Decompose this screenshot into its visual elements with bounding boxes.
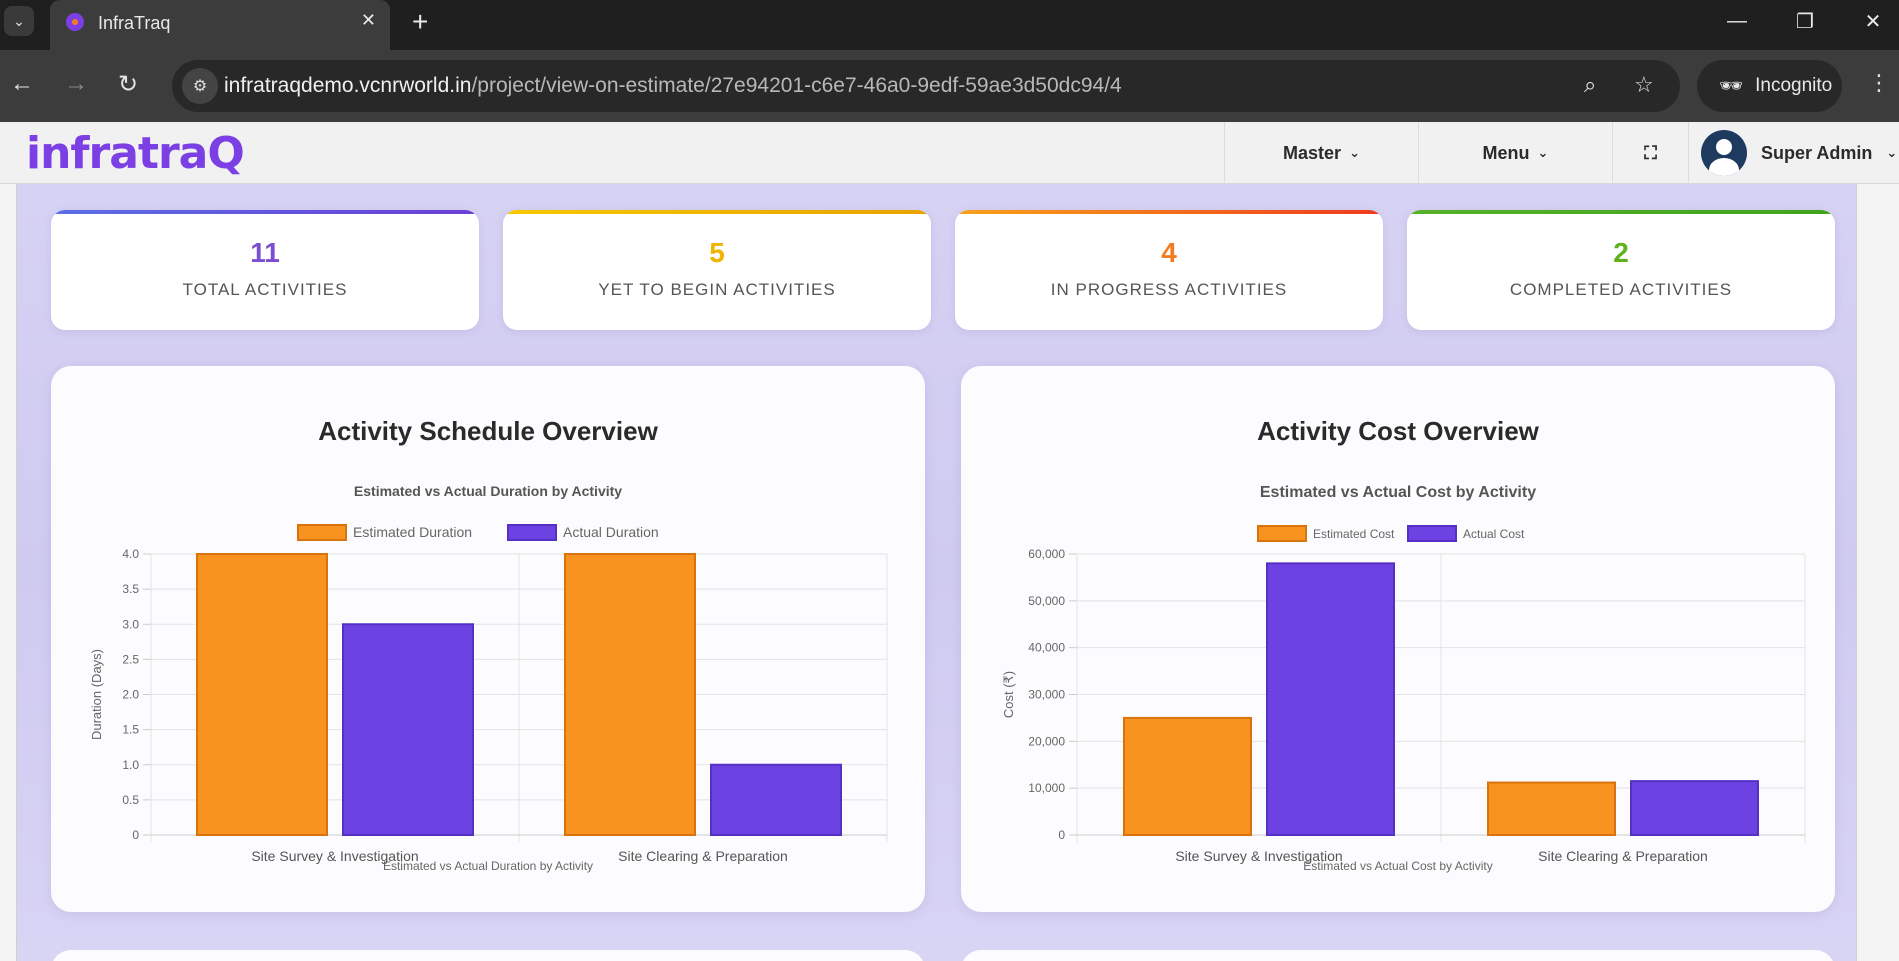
y-tick-label: 20,000 xyxy=(1028,734,1065,748)
main-menu[interactable]: Menu ⌄ xyxy=(1418,122,1612,184)
fullscreen-icon: ⛶ xyxy=(1644,142,1657,163)
bar xyxy=(1487,781,1616,836)
stat-value: 2 xyxy=(1613,237,1629,268)
bar xyxy=(1123,716,1252,836)
tab-title: InfraTraq xyxy=(98,13,171,33)
avatar xyxy=(1701,130,1747,176)
stat-card-in-progress: 4 IN PROGRESS ACTIVITIES xyxy=(955,210,1383,330)
user-menu[interactable]: Super Admin ⌄ xyxy=(1688,122,1899,184)
y-tick-label: 10,000 xyxy=(1028,781,1065,795)
legend-swatch xyxy=(507,524,557,541)
card-title: Activity Schedule Overview xyxy=(318,416,658,446)
incognito-label: Incognito xyxy=(1755,75,1833,96)
stat-label: TOTAL ACTIVITIES xyxy=(182,280,348,299)
close-window-icon[interactable]: ✕ xyxy=(1864,10,1882,33)
x-tick-label: Site Clearing & Preparation xyxy=(1538,848,1708,864)
y-tick-label: 4.0 xyxy=(122,547,139,561)
duration-bar-chart: Estimated vs Actual Duration by Activity… xyxy=(89,483,888,873)
x-axis-title: Estimated vs Actual Duration by Activity xyxy=(383,859,593,873)
left-gutter xyxy=(0,184,17,961)
y-tick-label: 1.0 xyxy=(122,758,139,772)
close-tab-icon[interactable]: ✕ xyxy=(360,10,376,30)
legend-label: Estimated Cost xyxy=(1313,527,1395,541)
forward-arrow-icon[interactable]: → xyxy=(64,70,88,97)
browser-tab[interactable]: InfraTraq ✕ xyxy=(50,0,390,50)
infratraq-logo[interactable]: infratraQ xyxy=(26,128,245,179)
cost-bar-chart: Estimated vs Actual Cost by Activity Esti… xyxy=(1001,484,1806,873)
y-tick-label: 3.0 xyxy=(122,617,139,631)
legend-swatch xyxy=(1257,525,1307,542)
chart-subtitle: Estimated vs Actual Duration by Activity xyxy=(354,483,622,499)
address-bar[interactable]: ⚙ infratraqdemo.vcnrworld.in/project/vie… xyxy=(172,60,1680,112)
y-axis-title: Duration (Days) xyxy=(89,649,104,740)
y-tick-label: 30,000 xyxy=(1028,688,1065,702)
stat-value: 11 xyxy=(250,237,280,268)
legend-label: Estimated Duration xyxy=(353,524,472,540)
back-arrow-icon[interactable]: ← xyxy=(10,70,34,97)
infratraq-favicon-icon xyxy=(66,13,84,31)
chevron-down-icon: ⌄ xyxy=(1886,145,1898,160)
chart-subtitle: Estimated vs Actual Cost by Activity xyxy=(1260,484,1536,501)
stat-label: YET TO BEGIN ACTIVITIES xyxy=(598,280,836,299)
card-title: Activity Cost Overview xyxy=(1257,416,1539,446)
stat-label: COMPLETED ACTIVITIES xyxy=(1509,280,1733,299)
y-axis-title: Cost (₹) xyxy=(1001,671,1016,718)
page-scrollbar[interactable] xyxy=(1856,184,1899,961)
stat-value: 5 xyxy=(709,237,725,268)
legend-swatch xyxy=(297,524,347,541)
dashboard-content: 11 TOTAL ACTIVITIES 5 YET TO BEGIN ACTIV… xyxy=(17,184,1856,961)
cost-chart-card: Activity Cost Overview Estimated vs Actu… xyxy=(961,366,1835,912)
master-menu[interactable]: Master ⌄ xyxy=(1224,122,1418,184)
x-tick-label: Site Clearing & Preparation xyxy=(618,848,788,864)
y-tick-label: 50,000 xyxy=(1028,594,1065,608)
legend-swatch xyxy=(1407,525,1457,542)
bar xyxy=(196,553,328,836)
stat-card-completed: 2 COMPLETED ACTIVITIES xyxy=(1407,210,1835,330)
new-tab-plus-icon[interactable]: + xyxy=(412,6,429,37)
y-tick-label: 0.5 xyxy=(122,793,139,807)
tab-list-chevron-icon[interactable]: ⌄ xyxy=(4,6,34,36)
x-tick-label: Site Survey & Investigation xyxy=(251,848,418,864)
y-tick-label: 2.5 xyxy=(122,652,139,666)
x-tick-label: Site Survey & Investigation xyxy=(1175,848,1342,864)
app-header: infratraQ Master ⌄ Menu ⌄ ⛶ Super Admin ⌄ xyxy=(0,122,1899,184)
next-card xyxy=(51,950,925,961)
chevron-down-icon: ⌄ xyxy=(1349,145,1360,160)
url-text[interactable]: infratraqdemo.vcnrworld.in/project/view-… xyxy=(224,74,1122,97)
minimize-icon[interactable]: — xyxy=(1727,9,1747,32)
chevron-down-icon: ⌄ xyxy=(1537,145,1549,160)
y-tick-label: 1.5 xyxy=(122,723,139,737)
y-tick-label: 0 xyxy=(1058,828,1065,842)
browser-toolbar: ← → ↻ ⚙ infratraqdemo.vcnrworld.in/proje… xyxy=(0,50,1899,122)
next-card xyxy=(961,950,1835,961)
fullscreen-button[interactable]: ⛶ xyxy=(1612,122,1688,184)
stat-label: IN PROGRESS ACTIVITIES xyxy=(1050,280,1288,299)
stat-card-yet-to-begin: 5 YET TO BEGIN ACTIVITIES xyxy=(503,210,931,330)
restore-icon[interactable]: ❐ xyxy=(1796,10,1814,33)
legend-label: Actual Duration xyxy=(563,524,659,540)
browser-menu-icon[interactable]: ⋮ xyxy=(1868,70,1890,95)
y-tick-label: 60,000 xyxy=(1028,547,1065,561)
legend-label: Actual Cost xyxy=(1463,527,1525,541)
y-tick-label: 40,000 xyxy=(1028,641,1065,655)
x-axis-title: Estimated vs Actual Cost by Activity xyxy=(1303,859,1492,873)
bar xyxy=(1630,780,1759,836)
reload-icon[interactable]: ↻ xyxy=(118,71,139,98)
browser-tab-bar: ⌄ InfraTraq ✕ + — ❐ ✕ xyxy=(0,0,1899,50)
y-tick-label: 2.0 xyxy=(122,688,139,702)
stat-card-total: 11 TOTAL ACTIVITIES xyxy=(51,210,479,330)
incognito-icon: 🕶 xyxy=(1719,76,1744,97)
bookmark-star-icon[interactable]: ☆ xyxy=(1634,72,1654,97)
schedule-chart-card: Activity Schedule Overview Estimated vs … xyxy=(51,366,925,912)
bar xyxy=(564,553,696,836)
incognito-badge[interactable]: 🕶 Incognito xyxy=(1697,60,1842,112)
y-tick-label: 0 xyxy=(132,828,139,842)
bar xyxy=(710,763,842,836)
y-tick-label: 3.5 xyxy=(122,582,139,596)
zoom-icon[interactable]: ⌕ xyxy=(1584,72,1597,97)
bar xyxy=(1266,562,1395,836)
site-info-icon[interactable]: ⚙ xyxy=(182,68,218,104)
stat-value: 4 xyxy=(1161,237,1177,268)
bar xyxy=(342,623,474,836)
